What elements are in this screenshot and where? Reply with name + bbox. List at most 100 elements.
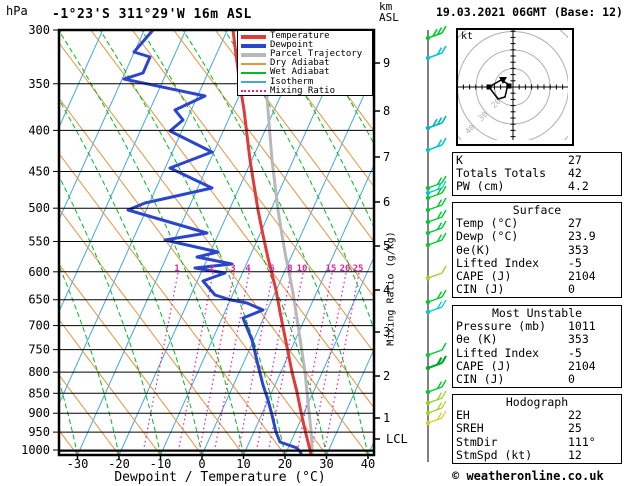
svg-text:20: 20 <box>278 457 292 471</box>
hodograph-stats-row: StmSpd (kt) 12 <box>456 447 582 462</box>
svg-text:9: 9 <box>383 56 390 70</box>
svg-text:300: 300 <box>28 23 50 37</box>
hodograph-stats-row: StmDir 111° <box>456 434 596 449</box>
legend-label: Parcel Trajectory <box>270 49 363 60</box>
svg-text:-20: -20 <box>108 457 130 471</box>
legend-label: Wet Adiabat <box>270 67 330 78</box>
svg-text:6: 6 <box>383 195 390 209</box>
svg-text:4: 4 <box>383 283 390 297</box>
svg-text:350: 350 <box>28 77 50 91</box>
svg-text:0: 0 <box>198 457 205 471</box>
svg-text:30: 30 <box>319 457 333 471</box>
altitude-unit-km: km <box>379 0 393 13</box>
svg-text:4: 4 <box>245 264 251 274</box>
svg-text:3: 3 <box>230 264 235 274</box>
run-date-title: 19.03.2021 06GMT (Base: 12) <box>436 5 623 19</box>
legend-label: Dry Adiabat <box>270 58 330 69</box>
pressure-axis-unit: hPa <box>6 4 28 18</box>
svg-text:LCL: LCL <box>386 432 408 446</box>
svg-text:40: 40 <box>361 457 375 471</box>
legend-item: Wet Adiabat <box>241 68 372 77</box>
parcel-line-swatch <box>241 52 266 57</box>
most-unstable-row: θe (K) 353 <box>456 332 589 347</box>
svg-text:10: 10 <box>236 457 250 471</box>
legend-item: Mixing Ratio <box>241 85 372 96</box>
svg-text:1: 1 <box>174 264 179 274</box>
index-row: Totals Totals 42 <box>456 166 582 181</box>
svg-text:2: 2 <box>383 369 390 383</box>
altitude-unit-asl: ASL <box>379 11 399 24</box>
svg-text:7: 7 <box>383 150 390 164</box>
hodograph-stats-row: EH 22 <box>456 408 582 423</box>
dry-adiabat-line-swatch <box>241 62 266 65</box>
svg-text:30: 30 <box>476 110 489 123</box>
svg-text:600: 600 <box>28 265 50 279</box>
hodograph-panel: 20 30 40 kt <box>438 12 588 162</box>
svg-text:1: 1 <box>383 411 390 425</box>
svg-text:700: 700 <box>28 319 50 333</box>
indices-panel: K 27 Totals Totals 42 PW (cm) 4.2 <box>452 152 622 196</box>
temperature-line-swatch <box>241 34 266 39</box>
temperature-axis-label: Dewpoint / Temperature (°C) <box>114 470 326 485</box>
surface-row: Dewp (°C) 23.9 <box>456 229 596 244</box>
svg-text:-30: -30 <box>67 457 89 471</box>
altitude-axis-unit: km ASL <box>379 1 399 23</box>
svg-text:10: 10 <box>297 264 308 274</box>
most-unstable-row: Pressure (mb) 1011 <box>456 319 596 334</box>
svg-text:40: 40 <box>463 123 476 136</box>
surface-row: Temp (°C) 27 <box>456 216 582 231</box>
hodograph-stats-title: Hodograph <box>505 395 569 409</box>
most-unstable-row: Lifted Index -5 <box>456 345 582 360</box>
index-row: PW (cm) 4.2 <box>456 179 589 194</box>
svg-text:6: 6 <box>269 264 274 274</box>
svg-text:550: 550 <box>28 234 50 248</box>
svg-text:25: 25 <box>353 264 364 274</box>
svg-text:850: 850 <box>28 386 50 400</box>
svg-text:450: 450 <box>28 164 50 178</box>
legend-label: Isotherm <box>270 76 314 87</box>
svg-text:400: 400 <box>28 123 50 137</box>
surface-panel-title: Surface <box>512 203 562 217</box>
svg-text:15: 15 <box>326 264 337 274</box>
surface-row: Lifted Index -5 <box>456 255 582 270</box>
mixing-ratio-line-swatch <box>241 90 266 93</box>
surface-row: θe(K) 353 <box>456 242 589 257</box>
surface-row: CAPE (J) 2104 <box>456 268 596 283</box>
legend-label: Mixing Ratio <box>270 85 336 96</box>
svg-text:-10: -10 <box>150 457 172 471</box>
station-title: -1°23'S 311°29'W 16m ASL <box>52 7 252 22</box>
legend-item: Temperature <box>241 32 372 41</box>
svg-text:3: 3 <box>383 325 390 339</box>
svg-text:2: 2 <box>209 264 214 274</box>
svg-text:950: 950 <box>28 425 50 439</box>
mixing-ratio-axis-label: Mixing Ratio (g/kg) <box>385 231 397 346</box>
hodograph-stats-row: SREH 25 <box>456 421 582 436</box>
surface-panel: Surface Temp (°C) 27 Dewp (°C) 23.9 θe(K) 3… <box>452 202 622 299</box>
svg-text:8: 8 <box>383 104 390 118</box>
svg-text:900: 900 <box>28 406 50 420</box>
svg-text:800: 800 <box>28 365 50 379</box>
most-unstable-row: CAPE (J) 2104 <box>456 358 596 373</box>
most-unstable-panel: Most Unstable Pressure (mb) 1011 θe (K) 35… <box>452 305 622 389</box>
legend-label: Dewpoint <box>270 40 314 51</box>
copyright: © weatheronline.co.uk <box>452 469 604 483</box>
legend-item: Isotherm <box>241 77 372 86</box>
most-unstable-panel-title: Most Unstable <box>491 306 582 320</box>
svg-text:500: 500 <box>28 201 50 215</box>
legend-item: Dry Adiabat <box>241 59 372 68</box>
chart-legend: Temperature Dewpoint Parcel Trajectory D… <box>237 30 373 96</box>
svg-text:8: 8 <box>287 264 292 274</box>
legend-item: Parcel Trajectory <box>241 50 372 59</box>
index-row: K 27 <box>456 153 582 167</box>
wet-adiabat-line-swatch <box>241 71 266 74</box>
legend-label: Temperature <box>270 31 330 42</box>
hodograph-unit-label: kt <box>461 31 474 42</box>
dewpoint-line-swatch <box>241 43 266 48</box>
surface-row: CIN (J) 0 <box>456 282 575 297</box>
svg-text:1000: 1000 <box>21 443 50 457</box>
svg-text:650: 650 <box>28 293 50 307</box>
legend-item: Dewpoint <box>241 41 372 50</box>
